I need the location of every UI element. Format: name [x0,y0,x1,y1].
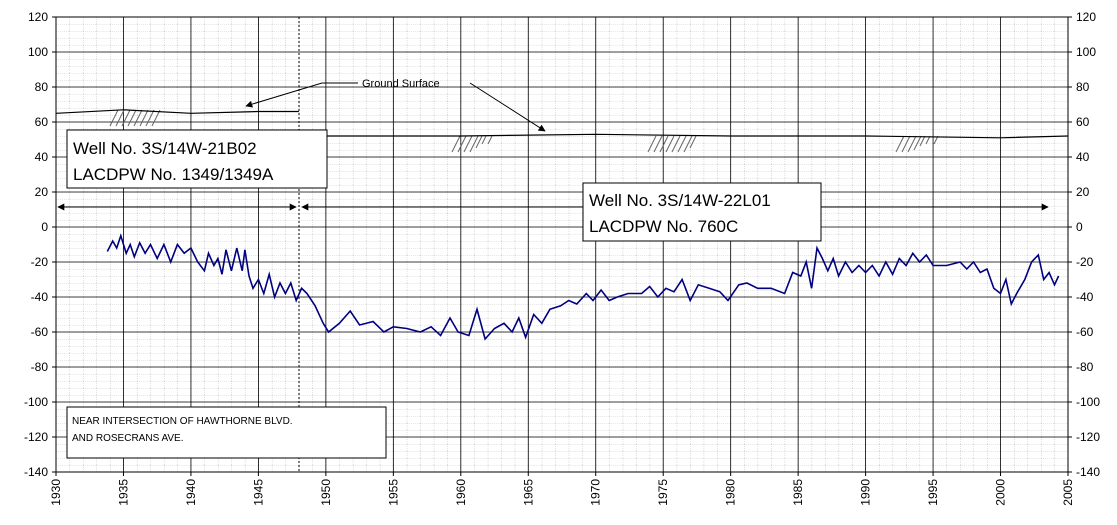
lines [55,109,1069,341]
arrow [245,82,358,108]
y-tick-label: 40 [35,150,49,164]
y-tick-label: -60 [31,325,49,339]
plot-frame [55,16,1069,473]
x-tick-label: 1975 [656,479,670,506]
y-tick-label: 60 [35,115,49,129]
data-line [106,233,1060,341]
x-tick-label: 1960 [454,479,468,506]
y2-tick-label: 60 [1076,115,1090,129]
x-tick-label: 1980 [724,479,738,506]
y2-tick-label: -80 [1076,360,1094,374]
y-tick-label: -40 [31,290,49,304]
y-tick-label: 120 [28,10,48,24]
annotation: LACDPW No. 1349/1349A [73,165,274,184]
y2-tick-label: 0 [1076,220,1083,234]
y2-tick-label: -40 [1076,290,1094,304]
x-tick-label: 2005 [1061,479,1075,506]
x-tick-label: 1965 [521,479,535,506]
y2-tick-label: -20 [1076,255,1094,269]
y-tick-label: 0 [41,220,48,234]
y2-tick-label: -100 [1076,395,1100,409]
y-tick-label: -120 [24,430,48,444]
y2-tick-label: 40 [1076,150,1090,164]
arrow [469,82,546,132]
x-tick-label: 1945 [251,479,265,506]
text-box [66,129,328,189]
y2-tick-label: -120 [1076,430,1100,444]
x-tick-label: 1935 [116,479,130,506]
x-tick-label: 1950 [319,479,333,506]
hatching [109,109,939,153]
x-tick-label: 1955 [386,479,400,506]
annotation: Ground Surface [362,78,440,90]
y2-tick-label: -140 [1076,465,1100,479]
y-tick-label: 20 [35,185,49,199]
y-tick-label: -80 [31,360,49,374]
text-box [66,406,387,459]
x-tick-label: 1985 [791,479,805,506]
y2-tick-label: 20 [1076,185,1090,199]
text-box [582,182,822,242]
y2-tick-label: 80 [1076,80,1090,94]
y-tick-label: -140 [24,465,48,479]
y2-tick-label: 120 [1076,10,1096,24]
y2-tick-label: -60 [1076,325,1094,339]
data-line [55,109,1069,139]
annotation: AND ROSECRANS AVE. [72,433,184,444]
x-tick-label: 1990 [859,479,873,506]
annotation: Well No. 3S/14W-22L01 [589,191,771,210]
x-tick-label: 1930 [49,479,63,506]
y-tick-label: -20 [31,255,49,269]
annotation: Well No. 3S/14W-21B02 [73,139,257,158]
x-tick-label: 1940 [184,479,198,506]
annotation: LACDPW No. 760C [589,217,738,236]
annotation: NEAR INTERSECTION OF HAWTHORNE BLVD. [72,416,293,427]
y-tick-label: 80 [35,80,49,94]
y-tick-label: 100 [28,45,48,59]
x-tick-label: 2000 [994,479,1008,506]
y-tick-label: -100 [24,395,48,409]
x-tick-label: 1970 [589,479,603,506]
minor-grid [56,17,1068,472]
y2-tick-label: 100 [1076,45,1096,59]
x-tick-label: 1995 [926,479,940,506]
